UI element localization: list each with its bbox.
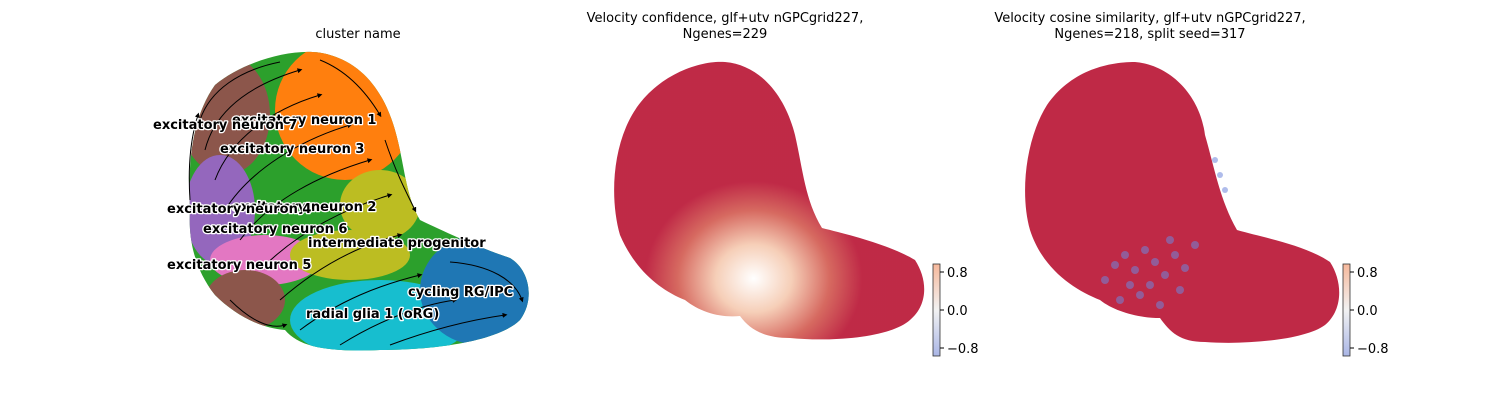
label-excitatory-neuron-6: excitatory neuron 6 — [203, 222, 347, 237]
label-intermediate-progenitor: intermediate progenitor — [308, 236, 486, 251]
cosine-panel-title: Velocity cosine similarity, glf+utv nGPC… — [994, 11, 1306, 42]
colorbar-gradient — [932, 263, 941, 357]
label-excitatory-neuron-4: excitatory neuron 4 — [167, 202, 311, 217]
streamline — [224, 123, 353, 211]
colorbar-tick-low: −0.8 — [947, 342, 979, 357]
cosine-colorbar: 0.8 0.0 −0.8 — [1342, 263, 1389, 357]
colorbar-tick-high: 0.8 — [947, 266, 968, 281]
colorbar-gradient — [1342, 263, 1351, 357]
velocity-streamlines — [188, 59, 524, 346]
cluster-panel: cluster name — [0, 0, 560, 400]
cosine-panel: Velocity cosine similarity, glf+utv nGPC… — [975, 0, 1400, 400]
cluster-labels: excitatory neuron 1 excitatory neuron 7 … — [152, 112, 515, 324]
streamline — [449, 261, 524, 303]
confidence-panel-title: Velocity confidence, glf+utv nGPCgrid227… — [586, 11, 864, 42]
colorbar-tick-low: −0.8 — [1357, 342, 1389, 357]
cosine-scatter-cloud — [1025, 62, 1340, 343]
streamline — [204, 68, 303, 151]
confidence-panel: Velocity confidence, glf+utv nGPCgrid227… — [560, 0, 980, 400]
region-excitatory-neuron-2 — [340, 170, 420, 240]
cluster-plot: excitatory neuron 1 excitatory neuron 7 … — [152, 51, 529, 351]
streamline — [339, 297, 458, 346]
streamline — [279, 233, 403, 301]
confidence-colorbar: 0.8 0.0 −0.8 — [932, 263, 979, 357]
label-excitatory-neuron-1: excitatory neuron 1 — [232, 113, 376, 128]
streamline — [229, 299, 288, 329]
label-excitatory-neuron-5: excitatory neuron 5 — [167, 258, 311, 273]
streamline — [389, 312, 508, 346]
streamline — [239, 158, 373, 241]
streamline — [188, 112, 200, 201]
streamline — [319, 59, 382, 118]
region-excitatory-neuron-1 — [275, 51, 415, 180]
label-radial-glia-1-org: radial glia 1 (oRG) — [306, 307, 439, 322]
streamline — [199, 61, 281, 121]
confidence-scatter-cloud — [614, 61, 925, 340]
streamline — [259, 193, 393, 271]
label-excitatory-neuron-7: excitatory neuron 7 — [153, 118, 297, 133]
colorbar-tick-mid: 0.0 — [1357, 304, 1378, 319]
cosine-negative-points — [1101, 157, 1228, 309]
region-excitatory-neuron-3 — [189, 155, 255, 265]
streamline — [384, 139, 417, 213]
colorbar-tick-mid: 0.0 — [947, 304, 968, 319]
region-excitatory-neuron-5 — [205, 270, 285, 330]
region-intermediate-progenitor — [290, 230, 410, 280]
cosine-plot: 0.8 0.0 −0.8 — [1025, 62, 1389, 357]
colorbar-tick-high: 0.8 — [1357, 266, 1378, 281]
label-excitatory-neuron-2: excitatory neuron 2 — [232, 200, 376, 215]
label-excitatory-neuron-3: excitatory neuron 3 — [220, 142, 364, 157]
label-cycling-rg-ipc: cycling RG/IPC — [408, 285, 513, 300]
streamline — [299, 273, 423, 331]
streamline — [214, 93, 323, 181]
cluster-panel-title: cluster name — [315, 27, 401, 42]
confidence-plot: 0.8 0.0 −0.8 — [614, 61, 979, 357]
